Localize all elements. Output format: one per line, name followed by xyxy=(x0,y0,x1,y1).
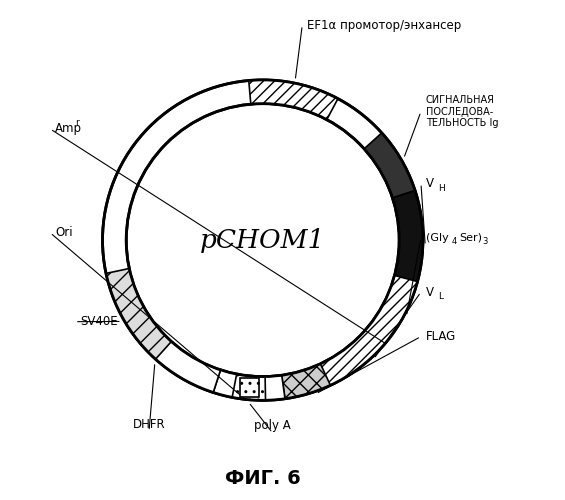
FancyBboxPatch shape xyxy=(240,378,259,398)
Text: V: V xyxy=(426,286,434,298)
Text: Amp: Amp xyxy=(55,122,82,136)
Wedge shape xyxy=(232,374,266,400)
Text: V: V xyxy=(426,177,434,190)
Text: r: r xyxy=(75,118,79,128)
Wedge shape xyxy=(102,80,423,400)
Wedge shape xyxy=(376,291,411,330)
Wedge shape xyxy=(249,80,338,120)
Text: 4: 4 xyxy=(451,237,457,246)
Text: pCHOM1: pCHOM1 xyxy=(200,228,325,252)
Wedge shape xyxy=(118,298,220,392)
Wedge shape xyxy=(282,358,343,399)
Wedge shape xyxy=(389,190,423,300)
Text: poly A: poly A xyxy=(254,419,291,432)
Wedge shape xyxy=(106,268,171,359)
Text: ФИГ. 6: ФИГ. 6 xyxy=(225,469,301,488)
Text: СИГНАЛЬНАЯ
ПОСЛЕДОВА-
ТЕЛЬНОСТЬ Ig: СИГНАЛЬНАЯ ПОСЛЕДОВА- ТЕЛЬНОСТЬ Ig xyxy=(426,95,498,128)
Text: Ser): Ser) xyxy=(459,232,483,242)
Text: SV40E: SV40E xyxy=(80,315,118,328)
Wedge shape xyxy=(320,276,418,386)
Wedge shape xyxy=(364,133,415,198)
Text: (Gly: (Gly xyxy=(426,232,449,242)
Text: L: L xyxy=(438,292,444,302)
Text: H: H xyxy=(438,184,445,192)
Text: DHFR: DHFR xyxy=(133,418,166,430)
Wedge shape xyxy=(213,370,285,400)
Text: FLAG: FLAG xyxy=(426,330,456,343)
Text: Ori: Ori xyxy=(55,226,73,239)
Wedge shape xyxy=(331,316,396,379)
Text: 3: 3 xyxy=(483,237,488,246)
Text: EF1α промотор/энхансер: EF1α промотор/энхансер xyxy=(307,18,462,32)
